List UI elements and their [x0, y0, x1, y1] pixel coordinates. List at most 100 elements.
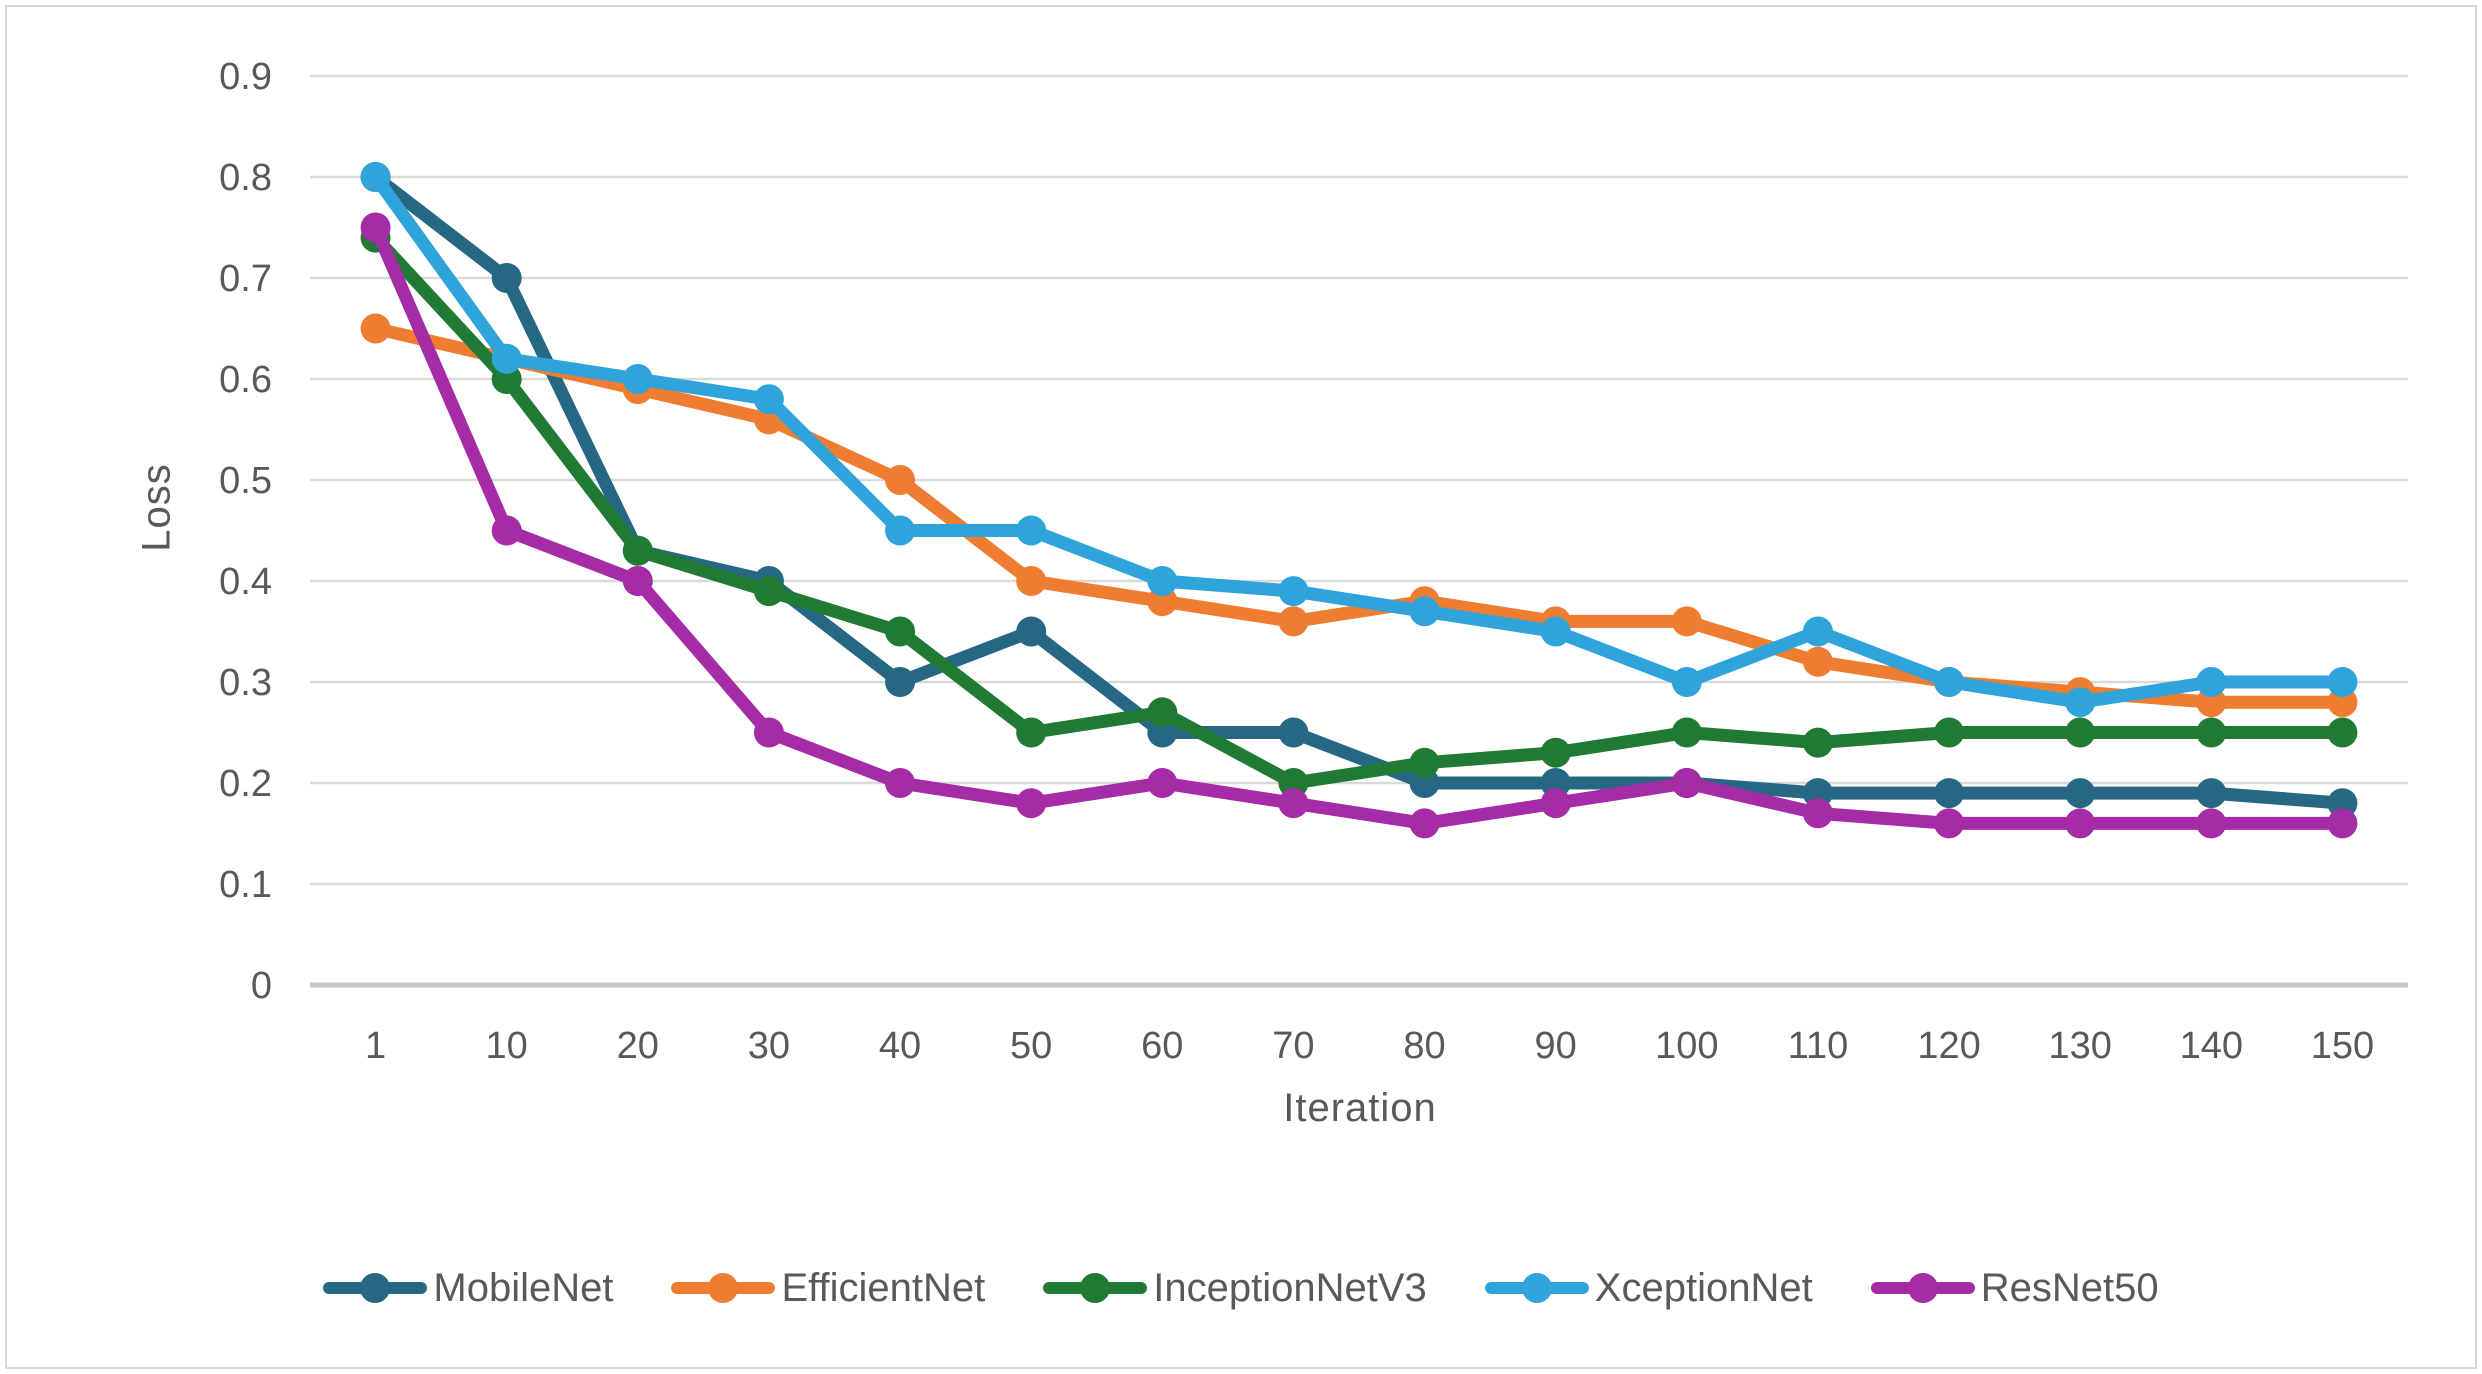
data-point-inceptionnetv3 [2327, 717, 2358, 748]
data-point-resnet50 [885, 768, 916, 798]
data-point-inceptionnetv3 [2065, 717, 2096, 748]
legend-item-inceptionnetv3: InceptionNetV3 [1043, 1266, 1427, 1311]
y-tick-label: 0.2 [219, 763, 272, 805]
x-tick-label: 90 [1535, 1025, 1577, 1067]
data-point-efficientnet [1802, 646, 1833, 677]
data-point-mobilenet [885, 667, 916, 697]
data-point-resnet50 [1409, 808, 1440, 839]
data-point-efficientnet [1016, 566, 1047, 596]
data-point-xceptionnet [1016, 515, 1047, 546]
data-point-inceptionnetv3 [1671, 717, 1702, 748]
data-point-efficientnet [360, 313, 391, 344]
data-point-inceptionnetv3 [1934, 717, 1965, 748]
data-point-resnet50 [2327, 808, 2358, 839]
y-tick-label: 0.1 [219, 864, 272, 906]
x-tick-label: 30 [748, 1025, 790, 1067]
data-point-inceptionnetv3 [622, 535, 653, 566]
data-point-resnet50 [753, 717, 784, 748]
data-point-xceptionnet [1934, 667, 1965, 697]
y-tick-label: 0.5 [219, 460, 272, 502]
series-line-xceptionnet [369, 170, 2349, 709]
data-point-resnet50 [1016, 788, 1047, 819]
y-tick-label: 0.8 [219, 157, 272, 199]
data-point-efficientnet [1278, 606, 1309, 637]
data-point-xceptionnet [885, 515, 916, 546]
data-point-xceptionnet [622, 364, 653, 394]
y-tick-label: 0.9 [219, 56, 272, 98]
data-point-resnet50 [1278, 788, 1309, 819]
data-point-inceptionnetv3 [2196, 717, 2227, 748]
data-point-resnet50 [2196, 808, 2227, 839]
data-point-resnet50 [491, 515, 522, 546]
x-tick-label: 20 [617, 1025, 659, 1067]
series-line-inceptionnetv3 [369, 231, 2349, 790]
legend-marker-icon [1870, 1271, 1975, 1305]
data-point-xceptionnet [1147, 566, 1178, 596]
data-point-mobilenet [1016, 616, 1047, 647]
x-axis-title: Iteration [1283, 1086, 1437, 1130]
data-point-resnet50 [1802, 798, 1833, 829]
data-point-xceptionnet [1802, 616, 1833, 647]
legend-item-xceptionnet: XceptionNet [1484, 1265, 1813, 1311]
data-point-inceptionnetv3 [1802, 727, 1833, 758]
x-tick-label: 10 [486, 1025, 528, 1067]
data-point-resnet50 [1671, 768, 1702, 798]
data-point-mobilenet [1934, 778, 1965, 809]
data-point-mobilenet [2196, 778, 2227, 809]
x-tick-label: 60 [1141, 1025, 1183, 1067]
y-tick-label: 0 [251, 965, 272, 1007]
chart-legend: MobileNet EfficientNet InceptionNetV3 Xcept… [0, 1248, 2482, 1328]
legend-label: ResNet50 [1980, 1265, 2159, 1310]
data-point-resnet50 [1540, 788, 1571, 819]
data-point-xceptionnet [1671, 667, 1702, 697]
data-point-efficientnet [885, 465, 916, 495]
x-tick-label: 50 [1010, 1025, 1052, 1067]
data-point-inceptionnetv3 [1016, 717, 1047, 748]
legend-label: MobileNet [433, 1265, 614, 1310]
data-point-xceptionnet [2065, 687, 2096, 718]
y-axis-title: Loss [134, 463, 179, 552]
data-point-xceptionnet [360, 162, 391, 192]
data-point-resnet50 [2065, 808, 2096, 839]
legend-marker-icon [1484, 1271, 1589, 1305]
legend-marker-icon [323, 1271, 428, 1305]
data-point-xceptionnet [1278, 576, 1309, 607]
legend-label: XceptionNet [1594, 1265, 1813, 1310]
x-tick-label: 110 [1788, 1025, 1849, 1067]
x-tick-label: 140 [2180, 1025, 2243, 1067]
legend-marker-icon [671, 1271, 776, 1305]
data-point-resnet50 [622, 566, 653, 596]
x-tick-label: 70 [1272, 1025, 1314, 1067]
data-point-xceptionnet [753, 384, 784, 415]
legend-item-resnet50: ResNet50 [1870, 1265, 2159, 1311]
y-tick-label: 0.6 [219, 359, 272, 401]
data-point-inceptionnetv3 [1409, 747, 1440, 778]
data-point-xceptionnet [1540, 616, 1571, 647]
data-point-inceptionnetv3 [753, 576, 784, 607]
x-tick-label: 40 [879, 1025, 921, 1067]
y-tick-label: 0.4 [219, 561, 272, 603]
data-point-inceptionnetv3 [1540, 737, 1571, 768]
data-point-xceptionnet [491, 343, 522, 374]
data-point-resnet50 [1934, 808, 1965, 839]
x-tick-label: 100 [1655, 1025, 1718, 1067]
data-point-resnet50 [1147, 768, 1178, 798]
x-tick-label: 120 [1917, 1025, 1980, 1067]
legend-marker-icon [1043, 1271, 1148, 1305]
x-tick-label: 150 [2311, 1025, 2374, 1067]
data-point-xceptionnet [1409, 596, 1440, 627]
legend-label: EfficientNet [781, 1265, 986, 1310]
y-tick-label: 0.7 [219, 258, 272, 300]
series-line-mobilenet [369, 170, 2349, 810]
x-tick-label: 1 [365, 1025, 386, 1067]
data-point-mobilenet [2065, 778, 2096, 809]
data-point-efficientnet [1671, 606, 1702, 637]
y-tick-label: 0.3 [219, 662, 272, 704]
legend-item-efficientnet: EfficientNet [671, 1266, 985, 1311]
data-point-mobilenet [1278, 717, 1309, 748]
data-point-xceptionnet [2327, 667, 2358, 697]
data-point-mobilenet [491, 263, 522, 293]
x-tick-label: 130 [2048, 1025, 2111, 1067]
